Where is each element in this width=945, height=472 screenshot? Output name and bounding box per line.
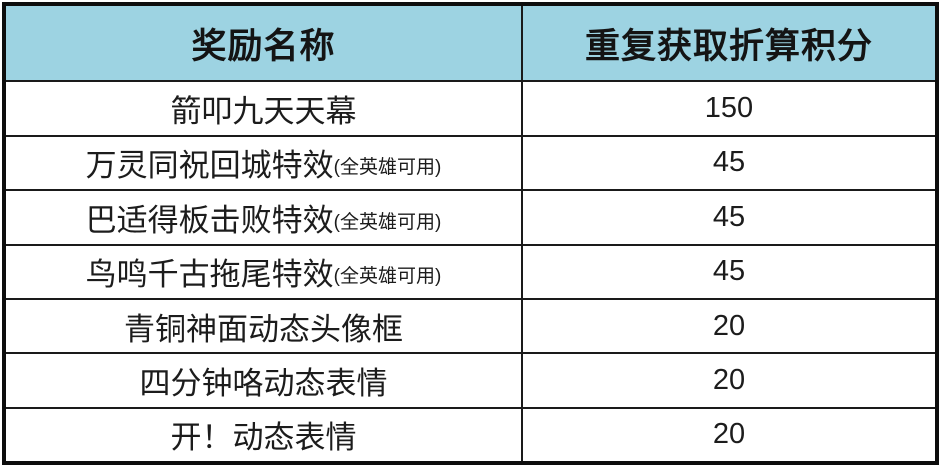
reward-points-cell: 45 (523, 191, 935, 243)
table-row: 巴适得板击败特效 (全英雄可用) 45 (6, 189, 935, 244)
column-header-label: 奖励名称 (191, 26, 336, 66)
table-row: 鸟鸣千古拖尾特效 (全英雄可用) 45 (6, 243, 935, 298)
table-row: 四分钟咯动态表情 20 (6, 352, 935, 407)
reward-points-cell: 45 (523, 246, 935, 298)
reward-name-cell: 开！动态表情 (6, 408, 523, 461)
reward-name: 万灵同祝回城特效 (85, 148, 334, 184)
column-header-reward-name: 奖励名称 (6, 6, 523, 81)
reward-points-cell: 20 (523, 300, 935, 352)
reward-note: (全英雄可用) (333, 157, 442, 179)
table-row: 青铜神面动态头像框 20 (6, 297, 935, 353)
table-row: 万灵同祝回城特效 (全英雄可用) 45 (6, 134, 935, 190)
reward-name: 四分钟咯动态表情 (139, 365, 388, 401)
table-header-row: 奖励名称 重复获取折算积分 (6, 6, 935, 81)
reward-note: (全英雄可用) (333, 265, 442, 287)
reward-points: 150 (704, 92, 754, 125)
table-row: 开！动态表情 20 (6, 406, 935, 461)
reward-points: 20 (712, 309, 746, 342)
reward-note: (全英雄可用) (333, 211, 442, 233)
reward-points-cell: 150 (523, 82, 935, 134)
reward-name-cell: 箭叩九天天幕 (6, 82, 523, 135)
rewards-table: 奖励名称 重复获取折算积分 箭叩九天天幕 150 万灵同祝回城特效 (全英雄可用)… (2, 2, 939, 465)
reward-points: 45 (712, 255, 746, 288)
reward-points: 20 (712, 418, 746, 451)
column-header-points: 重复获取折算积分 (523, 6, 935, 80)
reward-name-cell: 鸟鸣千古拖尾特效 (全英雄可用) (6, 245, 523, 298)
column-header-label: 重复获取折算积分 (584, 26, 873, 66)
reward-points: 45 (712, 200, 746, 233)
reward-name-cell: 四分钟咯动态表情 (6, 354, 523, 407)
reward-name: 箭叩九天天幕 (170, 94, 357, 130)
reward-points-cell: 20 (523, 409, 935, 461)
reward-points: 45 (712, 146, 746, 179)
reward-points-cell: 20 (523, 354, 935, 406)
reward-name-cell: 巴适得板击败特效 (全英雄可用) (6, 191, 523, 244)
reward-points-cell: 45 (523, 137, 935, 189)
table-row: 箭叩九天天幕 150 (6, 80, 935, 135)
reward-name: 巴适得板击败特效 (85, 202, 334, 238)
reward-name-cell: 万灵同祝回城特效 (全英雄可用) (6, 136, 523, 190)
reward-points: 20 (712, 363, 746, 396)
reward-name: 青铜神面动态头像框 (124, 311, 403, 347)
reward-name: 开！动态表情 (170, 420, 357, 456)
reward-name-cell: 青铜神面动态头像框 (6, 299, 523, 353)
reward-name: 鸟鸣千古拖尾特效 (85, 257, 334, 293)
